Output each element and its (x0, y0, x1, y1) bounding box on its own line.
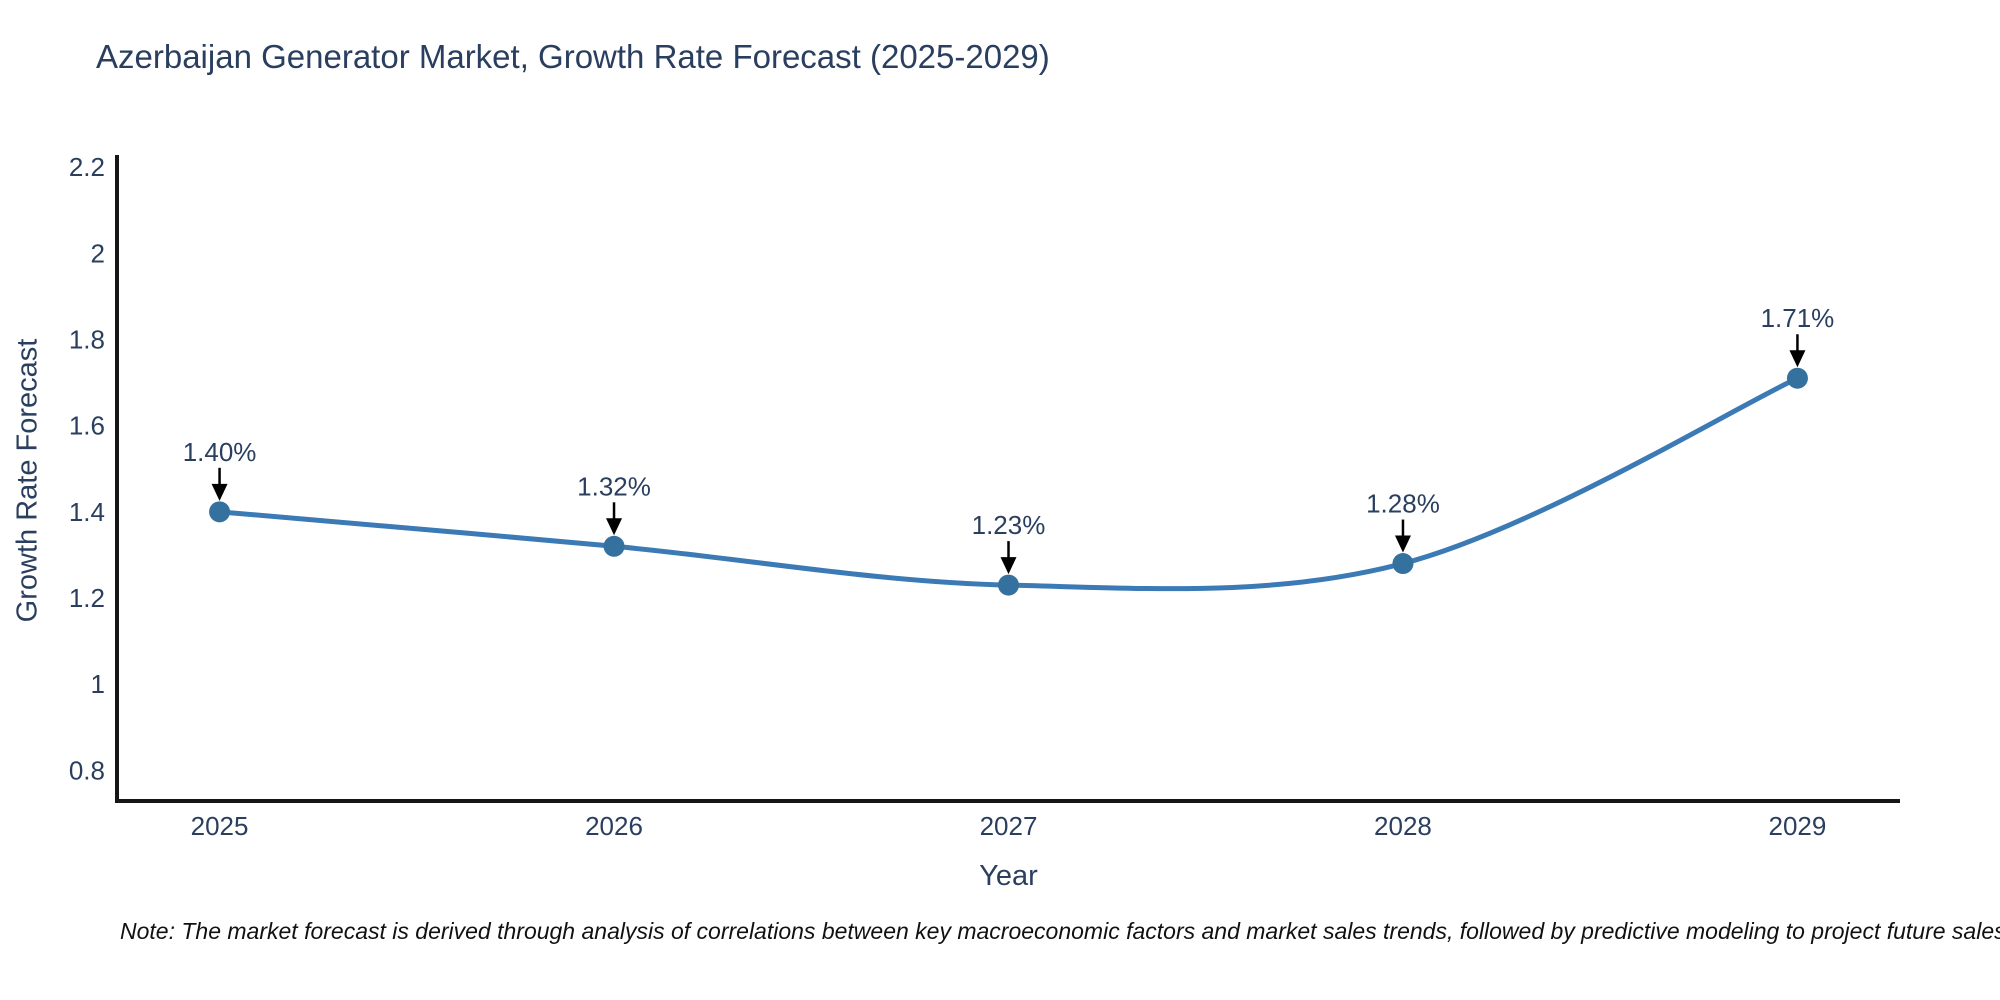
x-tick-label: 2026 (585, 811, 643, 841)
x-tick-label: 2027 (980, 811, 1038, 841)
y-tick-label: 2.2 (69, 152, 105, 182)
point-value-label: 1.23% (972, 510, 1046, 540)
annotation-arrowhead (1789, 350, 1806, 368)
x-tick-label: 2029 (1769, 811, 1827, 841)
data-point-2025[interactable] (209, 501, 231, 523)
y-tick-label: 0.8 (69, 755, 105, 785)
annotation-arrowhead (211, 483, 228, 501)
data-point-2027[interactable] (998, 574, 1019, 596)
annotation-arrowhead (1000, 557, 1017, 575)
annotation-arrowhead (1394, 535, 1411, 553)
y-tick-label: 1 (91, 669, 105, 699)
y-tick-label: 2 (91, 238, 105, 268)
point-value-label: 1.40% (183, 437, 257, 467)
y-tick-label: 1.8 (69, 324, 105, 354)
point-value-label: 1.71% (1761, 303, 1835, 333)
data-point-2028[interactable] (1392, 553, 1414, 575)
y-tick-label: 1.6 (69, 411, 105, 441)
y-tick-label: 1.2 (69, 583, 105, 613)
data-point-2026[interactable] (603, 535, 625, 557)
x-tick-label: 2028 (1374, 811, 1432, 841)
chart-title: Azerbaijan Generator Market, Growth Rate… (96, 38, 1050, 75)
x-axis-title: Year (979, 860, 1038, 892)
y-axis-title: Growth Rate Forecast (11, 338, 44, 623)
chart-note: Note: The market forecast is derived thr… (120, 918, 2000, 944)
y-tick-label: 1.4 (69, 497, 105, 527)
point-value-label: 1.32% (577, 471, 651, 501)
point-value-label: 1.28% (1366, 489, 1440, 519)
data-point-2029[interactable] (1786, 367, 1808, 389)
x-tick-label: 2025 (191, 811, 249, 841)
annotation-arrowhead (606, 518, 623, 536)
